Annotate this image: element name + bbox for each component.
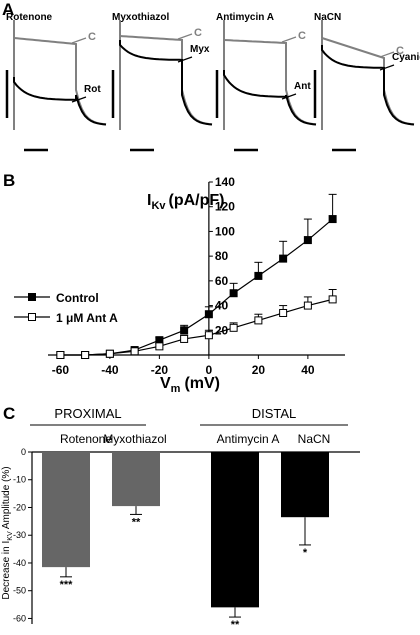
c-y-tick-label-1: -10 xyxy=(13,475,26,485)
drug-arrow-2 xyxy=(281,93,297,100)
y-axis-title: IKv (pA/pF) xyxy=(147,192,225,212)
series-0-point-11 xyxy=(328,215,337,224)
series-0-point-7 xyxy=(229,289,238,298)
drug-arrow-3 xyxy=(379,64,395,71)
b-x-tick-label-2: -20 xyxy=(151,363,169,377)
drug-arrow-1 xyxy=(177,56,193,63)
c-y-tick-label-6: -60 xyxy=(13,613,26,623)
b-y-tick-label-1: 40 xyxy=(215,299,229,313)
panel-b-chart: IKv (pA/pF) Vm (mV) -60 -40 -20 0 20 40 20 40 60 80… xyxy=(14,175,345,395)
legend-marker-1 xyxy=(28,313,36,321)
series-1-point-3 xyxy=(130,347,139,356)
drug-label-2: Ant xyxy=(294,81,311,92)
b-x-tick-label-3: 0 xyxy=(206,363,213,377)
drug-label-0: Rot xyxy=(84,84,101,95)
legend-marker-0 xyxy=(28,293,36,301)
series-1-point-9 xyxy=(279,308,288,317)
series-0-point-8 xyxy=(254,271,263,280)
c-y-tick-label-2: -20 xyxy=(13,502,26,512)
control-arrow-2 xyxy=(281,36,297,43)
series-1-point-10 xyxy=(303,301,312,310)
b-x-tick-label-0: -60 xyxy=(52,363,70,377)
series-1-point-5 xyxy=(180,334,189,343)
series-0-point-10 xyxy=(303,236,312,245)
c-y-axis-title: Decrease in IKV Amplitude (%) xyxy=(1,466,14,599)
panel-a: Rotenone C Rot Myxothiazol C Myx Antimycin A C A… xyxy=(5,12,420,152)
panel-a-label: A xyxy=(2,0,14,19)
trace-title-3: NaCN xyxy=(314,12,341,23)
bar-1 xyxy=(112,452,160,507)
series-1-point-7 xyxy=(229,323,238,332)
panel-b-label: B xyxy=(3,171,15,190)
series-0-point-6 xyxy=(204,310,213,319)
control-label-0: C xyxy=(88,31,96,43)
control-arrow-3 xyxy=(379,51,395,58)
b-x-tick-label-1: -40 xyxy=(101,363,119,377)
b-y-tick-label-3: 80 xyxy=(215,249,229,263)
series-1-point-6 xyxy=(204,331,213,340)
panel-c-label: C xyxy=(3,404,15,423)
drug-label-1: Myx xyxy=(190,44,210,55)
b-x-tick-label-4: 20 xyxy=(252,363,266,377)
bar-2 xyxy=(211,452,259,608)
series-0-point-5 xyxy=(180,326,189,335)
panel-c-chart: PROXIMAL DISTAL Decrease in IKV Amplitud… xyxy=(1,406,360,631)
series-line-1 xyxy=(60,298,333,356)
x-axis-title: Vm (mV) xyxy=(160,375,220,395)
series-line-0 xyxy=(60,218,334,356)
c-y-tick-label-3: -30 xyxy=(13,530,26,540)
series-1-point-11 xyxy=(328,295,337,304)
series-0-point-9 xyxy=(279,254,288,263)
trace-title-0: Rotenone xyxy=(6,12,53,23)
drug-arrow-0 xyxy=(71,96,87,103)
series-1-point-2 xyxy=(105,349,114,358)
control-label-1: C xyxy=(194,27,202,39)
series-1-point-0 xyxy=(56,351,65,359)
significance-label-3: * xyxy=(303,547,308,559)
c-y-tick-label-0: 0 xyxy=(21,447,26,457)
significance-label-0: *** xyxy=(60,579,74,591)
legend-label-1: 1 μM Ant A xyxy=(56,311,118,325)
trace-title-2: Antimycin A xyxy=(216,12,274,23)
c-y-tick-label-4: -40 xyxy=(13,558,26,568)
group-distal-label: DISTAL xyxy=(252,406,297,421)
significance-label-2: ** xyxy=(231,619,240,631)
legend-label-0: Control xyxy=(56,291,99,305)
drug-trace-1 xyxy=(119,40,213,126)
b-x-tick-label-5: 40 xyxy=(301,363,315,377)
drug-label-3: Cyanide xyxy=(392,52,420,63)
control-label-3: C xyxy=(396,45,404,57)
b-y-tick-label-0: 20 xyxy=(215,323,229,337)
series-1-point-1 xyxy=(81,351,90,359)
b-y-tick-label-2: 60 xyxy=(215,274,229,288)
control-trace-0 xyxy=(13,37,107,126)
drug-trace-2 xyxy=(223,70,317,126)
category-label-0: Rotenone xyxy=(60,432,112,446)
series-1-point-8 xyxy=(254,316,263,325)
control-arrow-0 xyxy=(71,37,87,44)
drug-trace-3 xyxy=(321,45,415,126)
bar-3 xyxy=(281,452,329,518)
b-y-tick-label-6: 140 xyxy=(215,175,235,189)
b-y-tick-label-5: 120 xyxy=(215,200,235,214)
significance-label-1: ** xyxy=(132,516,141,528)
bar-0 xyxy=(42,452,90,568)
c-y-tick-label-5: -50 xyxy=(13,586,26,596)
category-label-1: Myxothiazol xyxy=(103,432,166,446)
drug-trace-0 xyxy=(13,77,107,126)
control-arrow-1 xyxy=(177,33,193,40)
category-label-3: NaCN xyxy=(298,432,331,446)
category-label-2: Antimycin A xyxy=(217,432,280,446)
trace-title-1: Myxothiazol xyxy=(112,12,169,23)
control-label-2: C xyxy=(298,30,306,42)
group-proximal-label: PROXIMAL xyxy=(54,406,121,421)
series-1-point-4 xyxy=(155,342,164,351)
b-y-tick-label-4: 100 xyxy=(215,224,235,238)
